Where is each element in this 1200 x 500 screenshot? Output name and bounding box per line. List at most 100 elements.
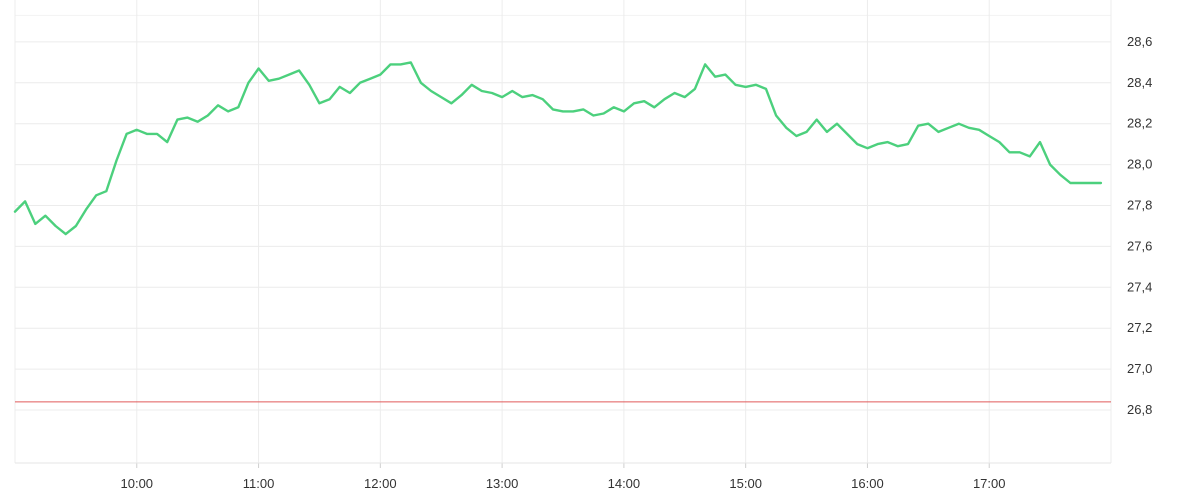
data-point bbox=[1090, 182, 1092, 184]
x-tick-label: 14:00 bbox=[608, 476, 641, 491]
data-point bbox=[998, 141, 1000, 143]
data-point bbox=[65, 233, 67, 235]
data-point bbox=[988, 135, 990, 137]
data-point bbox=[1029, 155, 1031, 157]
data-point bbox=[410, 61, 412, 63]
data-point bbox=[156, 133, 158, 135]
data-point bbox=[978, 129, 980, 131]
y-tick-label: 27,2 bbox=[1127, 320, 1152, 335]
data-point bbox=[745, 86, 747, 88]
data-point bbox=[247, 82, 249, 84]
x-tick-label: 15:00 bbox=[729, 476, 762, 491]
data-point bbox=[511, 90, 513, 92]
data-point bbox=[816, 118, 818, 120]
data-point bbox=[75, 225, 77, 227]
data-point bbox=[34, 223, 36, 225]
data-point bbox=[1008, 151, 1010, 153]
data-point bbox=[389, 63, 391, 65]
data-point bbox=[257, 67, 259, 69]
data-point bbox=[359, 82, 361, 84]
data-point bbox=[968, 127, 970, 129]
data-point bbox=[278, 78, 280, 80]
data-point bbox=[907, 143, 909, 145]
data-point bbox=[856, 143, 858, 145]
data-point bbox=[937, 131, 939, 133]
data-point bbox=[552, 108, 554, 110]
data-point bbox=[460, 94, 462, 96]
x-tick-label: 10:00 bbox=[121, 476, 154, 491]
data-point bbox=[85, 208, 87, 210]
data-point bbox=[54, 225, 56, 227]
data-point bbox=[775, 114, 777, 116]
data-point bbox=[136, 129, 138, 131]
x-tick-label: 17:00 bbox=[973, 476, 1006, 491]
x-tick-label: 13:00 bbox=[486, 476, 519, 491]
data-point bbox=[562, 110, 564, 112]
data-point bbox=[440, 96, 442, 98]
data-point bbox=[694, 88, 696, 90]
data-point bbox=[755, 84, 757, 86]
data-point bbox=[836, 123, 838, 125]
y-tick-label: 27,8 bbox=[1127, 198, 1152, 213]
grid bbox=[14, 0, 1112, 463]
data-point bbox=[24, 200, 26, 202]
data-point bbox=[207, 114, 209, 116]
data-point bbox=[734, 84, 736, 86]
data-point bbox=[430, 90, 432, 92]
x-tick-label: 12:00 bbox=[364, 476, 397, 491]
series-line bbox=[13, 61, 1103, 236]
data-point bbox=[44, 215, 46, 217]
data-point bbox=[105, 190, 107, 192]
y-tick-label: 27,6 bbox=[1127, 238, 1152, 253]
data-point bbox=[197, 121, 199, 123]
data-point bbox=[491, 92, 493, 94]
data-point bbox=[1049, 163, 1051, 165]
data-point bbox=[592, 114, 594, 116]
data-point bbox=[846, 133, 848, 135]
data-point bbox=[237, 106, 239, 108]
data-point bbox=[704, 63, 706, 65]
data-point bbox=[542, 98, 544, 100]
x-tick-label: 11:00 bbox=[243, 476, 275, 491]
data-point bbox=[947, 127, 949, 129]
data-point bbox=[805, 131, 807, 133]
data-point bbox=[186, 116, 188, 118]
data-point bbox=[785, 127, 787, 129]
data-point bbox=[1069, 182, 1071, 184]
data-point bbox=[613, 106, 615, 108]
data-point bbox=[765, 88, 767, 90]
data-point bbox=[643, 100, 645, 102]
data-point bbox=[369, 78, 371, 80]
data-point bbox=[339, 86, 341, 88]
data-point bbox=[146, 133, 148, 135]
data-point bbox=[288, 73, 290, 75]
y-tick-label: 26,8 bbox=[1127, 402, 1152, 417]
data-point bbox=[14, 210, 16, 212]
data-point bbox=[653, 106, 655, 108]
data-point bbox=[268, 80, 270, 82]
data-point bbox=[927, 123, 929, 125]
y-tick-label: 28,2 bbox=[1127, 116, 1152, 131]
data-point bbox=[714, 76, 716, 78]
data-point bbox=[318, 102, 320, 104]
data-point bbox=[349, 92, 351, 94]
data-point bbox=[308, 84, 310, 86]
data-point bbox=[887, 141, 889, 143]
data-point bbox=[115, 159, 117, 161]
y-tick-label: 28,6 bbox=[1127, 34, 1152, 49]
data-point bbox=[866, 147, 868, 149]
data-point bbox=[450, 102, 452, 104]
x-tick-label: 16:00 bbox=[851, 476, 884, 491]
data-point bbox=[958, 123, 960, 125]
data-point bbox=[1059, 174, 1061, 176]
data-point bbox=[501, 96, 503, 98]
data-point bbox=[125, 133, 127, 135]
series-layer bbox=[13, 61, 1103, 236]
data-point bbox=[1039, 141, 1041, 143]
data-point bbox=[521, 96, 523, 98]
y-tick-label: 28,0 bbox=[1127, 157, 1152, 172]
data-point bbox=[166, 141, 168, 143]
data-point bbox=[826, 131, 828, 133]
data-point bbox=[227, 110, 229, 112]
